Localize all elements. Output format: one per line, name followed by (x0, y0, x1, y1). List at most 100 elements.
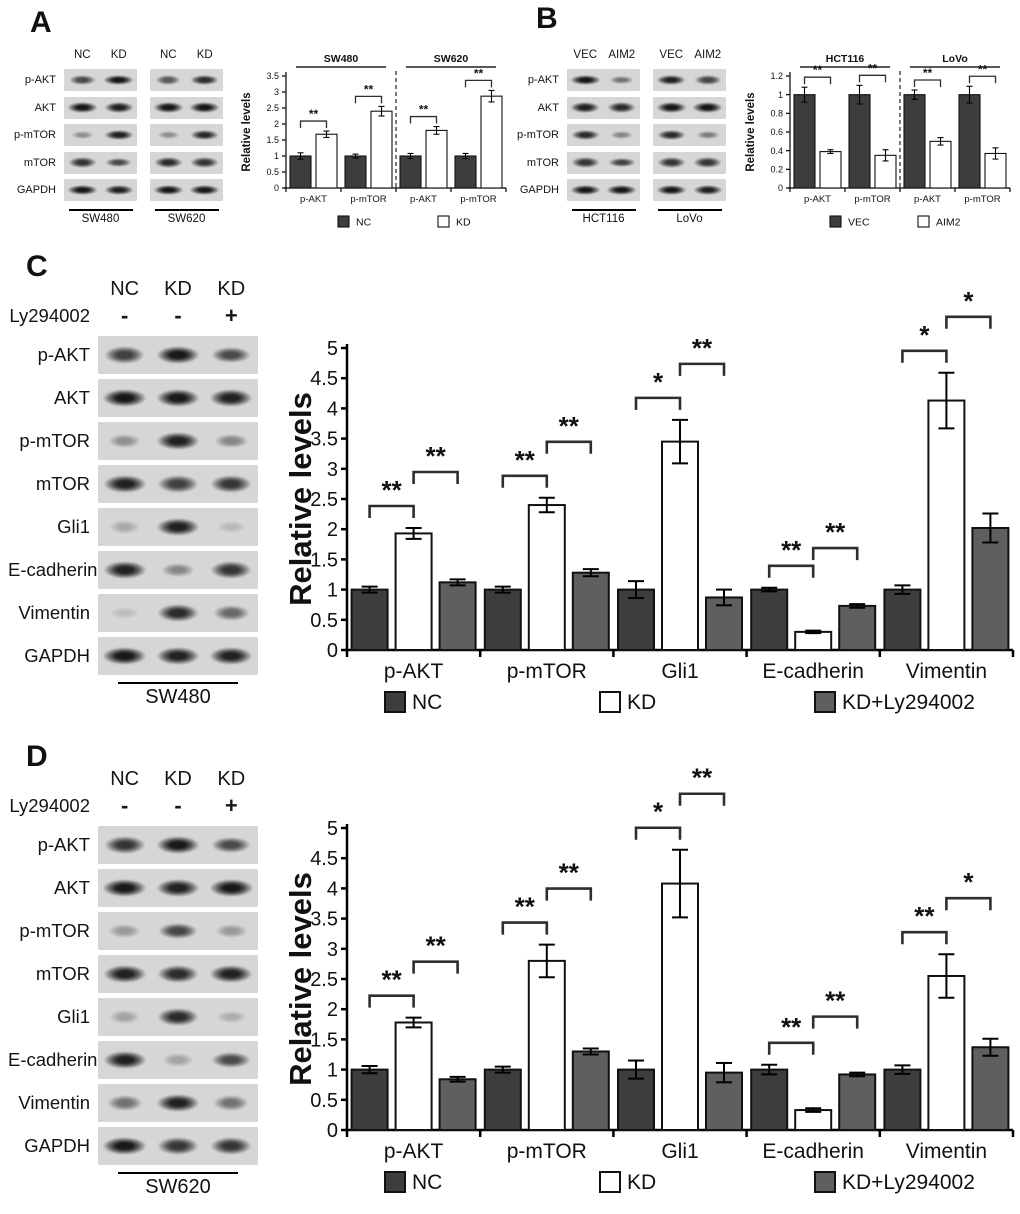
sig-label: ** (923, 66, 933, 80)
blot-band (156, 878, 200, 898)
blot-band (68, 75, 96, 85)
y-axis-label: Relative levels (285, 392, 318, 606)
blot-row: p-mTOR (8, 912, 258, 950)
category-label: E-cadherin (762, 660, 864, 683)
y-tick-label: 3 (327, 939, 338, 961)
legend-swatch (384, 691, 406, 713)
blot-box (150, 96, 223, 119)
blot-band (210, 475, 253, 493)
category-label: p-AKT (300, 194, 327, 205)
blot-band (102, 878, 148, 898)
blot-box (64, 96, 137, 119)
bar-chart-svg: 0 0.5 1 1.5 2 2.5 3 3.5 Relative levels p-AKT p-mT… (241, 53, 507, 228)
protein-label: GAPDH (16, 184, 56, 196)
blot-band (570, 157, 600, 168)
bar (527, 959, 566, 1131)
blot-band (155, 75, 182, 85)
treatment-symbols: - - + (98, 302, 258, 330)
lane-label: KD (164, 767, 192, 790)
y-tick-label: 0 (327, 640, 338, 662)
sig-bracket (901, 930, 948, 945)
blot-band (156, 646, 200, 666)
blot-box (98, 955, 258, 993)
category-label: p-mTOR (854, 194, 890, 205)
y-tick-label: 2.5 (310, 969, 338, 991)
lane-header-group: VEC AIM2 (567, 46, 640, 63)
sig-label: ** (868, 61, 878, 75)
sig-label: ** (825, 517, 846, 547)
sig-bracket (803, 76, 832, 85)
bar (971, 1046, 1010, 1132)
sig-label: * (653, 367, 664, 397)
sig-bracket (412, 470, 459, 484)
sig-bracket (945, 315, 992, 329)
blot-row: mTOR (8, 465, 258, 503)
blot-band (209, 388, 254, 408)
y-tick-label: 0.2 (770, 164, 783, 174)
blot-band (70, 130, 94, 140)
blot-box (567, 124, 640, 146)
blot-box (567, 179, 640, 201)
group-underline (657, 208, 722, 211)
bar (425, 129, 448, 189)
protein-label: p-mTOR (14, 129, 56, 141)
panel-c-label: C (26, 250, 48, 283)
blot-band (66, 184, 98, 196)
legend-label: NC (356, 216, 372, 228)
blot-row: Gli1 (8, 998, 258, 1036)
panel-a-western-blot: NC KD NC KD p-AKT AKT p-mTOR mTOR GAPDH SW480 SW62… (14, 46, 223, 225)
category-label: p-mTOR (460, 194, 496, 205)
blot-box (98, 912, 258, 950)
blot-row: Vimentin (8, 594, 258, 632)
blot-band (155, 388, 201, 408)
sig-bracket (678, 362, 726, 376)
y-tick-label: 0 (778, 183, 783, 193)
blot-box (98, 1084, 258, 1122)
legend-label: NC (412, 691, 442, 714)
legend-swatch (384, 1171, 406, 1193)
bar (838, 1073, 877, 1132)
sig-bracket (545, 887, 593, 901)
category-label: p-AKT (410, 194, 437, 205)
blot-row: GAPDH (8, 1127, 258, 1165)
treatment-symbol: - (174, 793, 182, 818)
group-header-label: LoVo (942, 53, 967, 65)
blot-band (102, 474, 147, 494)
blot-band (606, 184, 638, 196)
y-tick-label: 1.5 (310, 549, 338, 571)
category-label: Vimentin (906, 1140, 987, 1163)
blot-box (64, 151, 137, 174)
y-tick-label: 0.5 (310, 610, 338, 632)
blot-row: Vimentin (8, 1084, 258, 1122)
sig-label: ** (515, 892, 536, 922)
cell-line-label: SW620 (167, 212, 206, 225)
blot-box (98, 551, 258, 589)
lane-header-group: NC KD (64, 46, 137, 63)
lane-header-row: VEC AIM2 VEC AIM2 (515, 46, 726, 63)
blot-band (692, 102, 724, 113)
blot-band (104, 346, 146, 364)
protein-label: p-AKT (527, 74, 559, 86)
sig-label: ** (309, 107, 319, 121)
sig-bracket (968, 75, 997, 84)
legend-swatch (829, 215, 842, 228)
legend-label: NC (412, 1171, 442, 1194)
sig-bracket (409, 115, 438, 124)
legend-label: KD (456, 216, 471, 228)
treatment-symbol: - (121, 793, 129, 818)
treatment-row: Ly294002 - - + (8, 792, 258, 820)
treatment-symbols: - - + (98, 792, 258, 820)
blot-box (653, 69, 726, 91)
bar (794, 630, 833, 652)
lane-header-row: NC KD NC KD (14, 46, 223, 63)
panel-b-bar-chart: 0 0.2 0.4 0.6 0.8 1 1.2 Relative levels p-AKT p-m… (742, 48, 1020, 258)
lane-label: VEC (659, 48, 684, 61)
y-tick-label: 1.5 (266, 135, 279, 145)
lane-label: KD (164, 277, 192, 300)
blot-band (107, 433, 142, 449)
panel-a-bar-chart: 0 0.5 1 1.5 2 2.5 3 3.5 Relative levels p-AKT p-mT… (238, 48, 516, 258)
lane-label: AIM2 (694, 48, 722, 61)
blot-row: GAPDH (14, 179, 223, 201)
bar (438, 581, 477, 651)
group-header-label: SW620 (434, 53, 469, 65)
